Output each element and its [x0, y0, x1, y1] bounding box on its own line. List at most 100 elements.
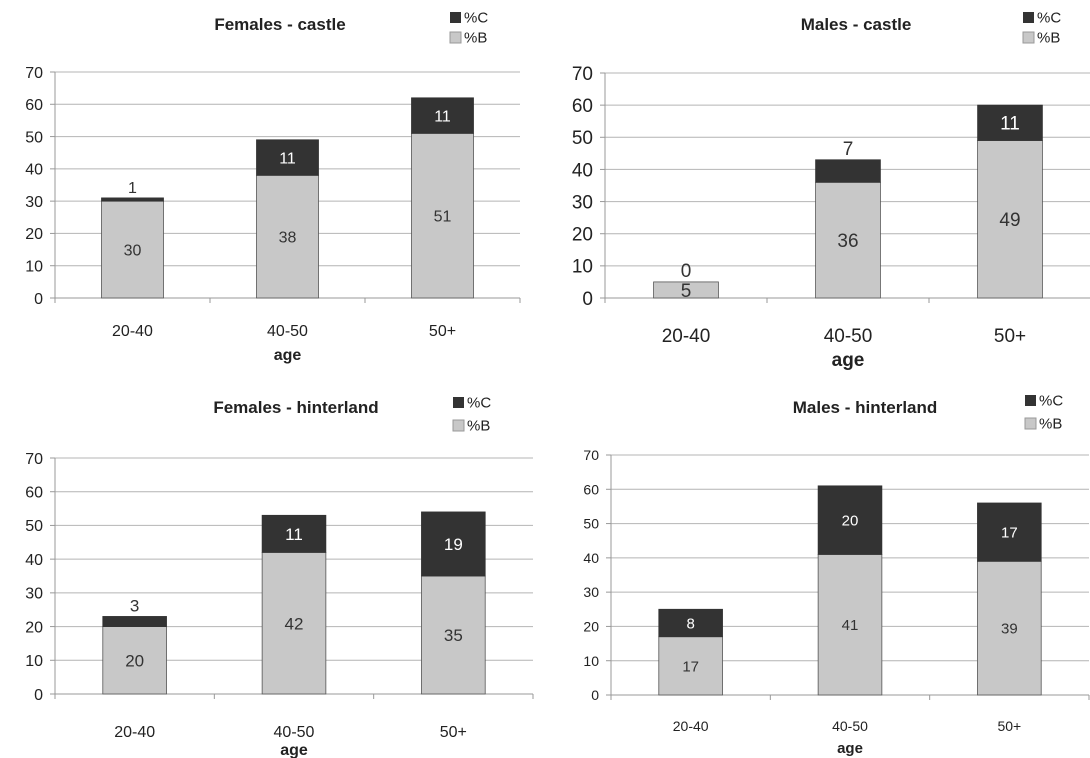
- bar-segment-c: [411, 97, 474, 134]
- data-label-b: 49: [999, 210, 1020, 231]
- y-tick-label: 0: [582, 289, 593, 310]
- legend-label-b: %B: [464, 30, 487, 47]
- y-tick-label: 60: [25, 484, 43, 501]
- y-tick-label: 70: [583, 447, 599, 463]
- y-tick-label: 10: [583, 653, 599, 669]
- y-tick-label: 40: [25, 552, 43, 569]
- data-label-b: 20: [125, 651, 144, 670]
- legend-label-c: %C: [1037, 10, 1061, 27]
- y-tick-label: 60: [25, 97, 43, 114]
- y-tick-label: 50: [583, 516, 599, 532]
- chart-svg: Females - hinterland %C %B 0 10 20 30 40 50 60 70 2…: [25, 395, 534, 758]
- bar-segment-c: [815, 159, 881, 183]
- data-label-c: 20: [842, 513, 859, 530]
- x-axis-title: age: [837, 740, 863, 757]
- x-tick-label: 40-50: [824, 326, 873, 347]
- x-axis-title: age: [280, 742, 308, 758]
- bar-segment-b: [421, 575, 486, 695]
- data-label-b: 38: [279, 229, 297, 246]
- bar-segment-b: [815, 181, 881, 299]
- chart-title: Males - hinterland: [793, 398, 938, 417]
- bar-segment-c: [102, 616, 167, 627]
- chart-females-castle: Females - castle %C %B 0 10 20 30 40 50 60 70 30 1 20…: [0, 0, 545, 379]
- bar-segment-c: [421, 511, 486, 577]
- y-tick-label: 50: [25, 129, 43, 146]
- y-tick-label: 50: [25, 518, 43, 535]
- chart-males-castle: Males - castle %C %B 0 10 20 30 40 50 60 70 5 0 20-40…: [545, 0, 1090, 379]
- x-tick-label: 50+: [429, 323, 456, 340]
- y-tick-label: 40: [583, 550, 599, 566]
- data-label-b: 36: [837, 231, 858, 252]
- x-axis-title: age: [832, 350, 865, 371]
- bar-segment-b: [102, 626, 167, 695]
- x-tick-label: 20-40: [112, 323, 153, 340]
- y-tick-label: 10: [572, 257, 593, 278]
- y-tick-label: 20: [25, 226, 43, 243]
- data-label-b: 39: [1001, 621, 1018, 638]
- bar-segment-b: [256, 174, 319, 299]
- legend-swatch-b: [1022, 31, 1035, 44]
- x-tick-label: 20-40: [662, 326, 711, 347]
- data-label-c: 8: [686, 615, 694, 632]
- y-tick-label: 70: [25, 451, 43, 468]
- y-tick-label: 10: [25, 258, 43, 275]
- data-label-b: 30: [124, 242, 142, 259]
- bar-segment-b: [977, 140, 1043, 299]
- legend-swatch-b: [449, 31, 462, 44]
- data-label-c: 1: [128, 180, 137, 197]
- chart-title: Females - hinterland: [213, 398, 378, 417]
- data-label-c: 0: [681, 261, 692, 282]
- bar-segment-b: [101, 200, 164, 299]
- y-tick-label: 70: [572, 64, 593, 85]
- y-tick-label: 0: [34, 687, 43, 704]
- y-tick-label: 60: [583, 481, 599, 497]
- legend-swatch-b: [452, 419, 465, 432]
- data-label-c: 7: [843, 139, 854, 160]
- x-axis-title: age: [274, 347, 302, 364]
- y-tick-label: 20: [583, 618, 599, 634]
- y-tick-label: 30: [583, 584, 599, 600]
- legend-label-c: %C: [1039, 393, 1063, 410]
- data-label-b: 41: [842, 617, 859, 634]
- data-label-c: 11: [279, 150, 296, 167]
- bar-segment-c: [101, 197, 164, 202]
- y-tick-label: 0: [591, 687, 599, 703]
- bar-segment-c: [817, 485, 883, 555]
- bar-segment-c: [977, 502, 1042, 562]
- y-tick-label: 40: [25, 162, 43, 179]
- bar-segment-b: [261, 551, 327, 695]
- data-label-b: 35: [444, 626, 463, 645]
- legend-swatch-b: [1024, 417, 1037, 430]
- y-tick-label: 50: [572, 128, 593, 149]
- legend-label-c: %C: [467, 395, 491, 412]
- bar-segment-b: [977, 560, 1042, 696]
- x-tick-label: 50+: [997, 718, 1021, 734]
- x-tick-label: 40-50: [832, 718, 868, 734]
- chart-svg: Females - castle %C %B 0 10 20 30 40 50 60 70 30 1 20…: [25, 10, 521, 364]
- legend-swatch-c: [450, 12, 461, 23]
- legend-swatch-c: [1025, 395, 1036, 406]
- chart-title: Females - castle: [214, 15, 345, 34]
- data-label-c: 17: [1001, 525, 1018, 542]
- legend-label-b: %B: [1039, 416, 1062, 433]
- chart-females-hinterland: Females - hinterland %C %B 0 10 20 30 40 50 60 70 2…: [0, 379, 545, 758]
- chart-svg: Males - castle %C%B0102030405060705020-40…: [572, 10, 1090, 371]
- x-tick-label: 40-50: [274, 724, 315, 741]
- bar-segment-c: [256, 139, 319, 176]
- x-tick-label: 50+: [440, 724, 467, 741]
- bar-segment-c: [658, 608, 723, 638]
- data-label-b: 42: [285, 614, 304, 633]
- chart-svg: Males - hinterland %C %B 0 10 20 30 40 50 60 70 17 8…: [583, 393, 1090, 757]
- bar-segment-b: [653, 281, 719, 299]
- data-label-c: 11: [434, 108, 451, 125]
- data-label-b: 51: [434, 208, 452, 225]
- data-label-c: 11: [1000, 114, 1020, 135]
- bar-segment-c: [261, 514, 327, 553]
- y-tick-label: 70: [25, 65, 43, 82]
- y-tick-label: 20: [25, 619, 43, 636]
- y-tick-label: 20: [572, 225, 593, 246]
- x-tick-label: 50+: [994, 326, 1026, 347]
- x-tick-label: 20-40: [673, 718, 709, 734]
- legend-swatch-c: [1023, 12, 1034, 23]
- data-label-c: 19: [444, 535, 463, 554]
